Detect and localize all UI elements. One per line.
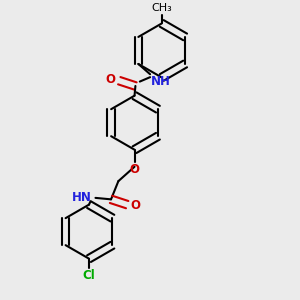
Text: NH: NH bbox=[151, 75, 171, 88]
Text: O: O bbox=[131, 199, 141, 212]
Text: O: O bbox=[130, 163, 140, 176]
Text: HN: HN bbox=[72, 191, 92, 204]
Text: O: O bbox=[106, 73, 116, 86]
Text: Cl: Cl bbox=[82, 269, 95, 282]
Text: CH₃: CH₃ bbox=[152, 3, 172, 13]
